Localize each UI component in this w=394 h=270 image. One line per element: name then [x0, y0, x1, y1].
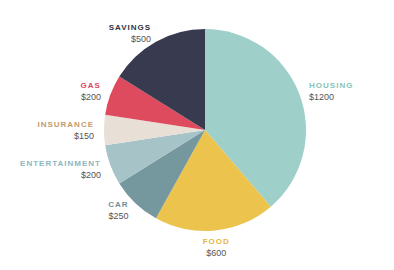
- svg-text:$500: $500: [131, 34, 151, 44]
- svg-text:$1200: $1200: [309, 92, 334, 102]
- svg-text:$600: $600: [206, 248, 226, 258]
- svg-text:INSURANCE: INSURANCE: [37, 120, 94, 129]
- svg-text:HOUSING: HOUSING: [309, 81, 353, 90]
- svg-text:$200: $200: [81, 170, 101, 180]
- svg-text:CAR: CAR: [108, 200, 128, 209]
- svg-text:$250: $250: [108, 211, 128, 221]
- svg-text:FOOD: FOOD: [203, 237, 230, 246]
- svg-text:GAS: GAS: [81, 81, 101, 90]
- svg-text:ENTERTAINMENT: ENTERTAINMENT: [20, 159, 101, 168]
- svg-text:SAVINGS: SAVINGS: [109, 23, 151, 32]
- svg-text:$150: $150: [74, 131, 94, 141]
- svg-text:$200: $200: [81, 92, 101, 102]
